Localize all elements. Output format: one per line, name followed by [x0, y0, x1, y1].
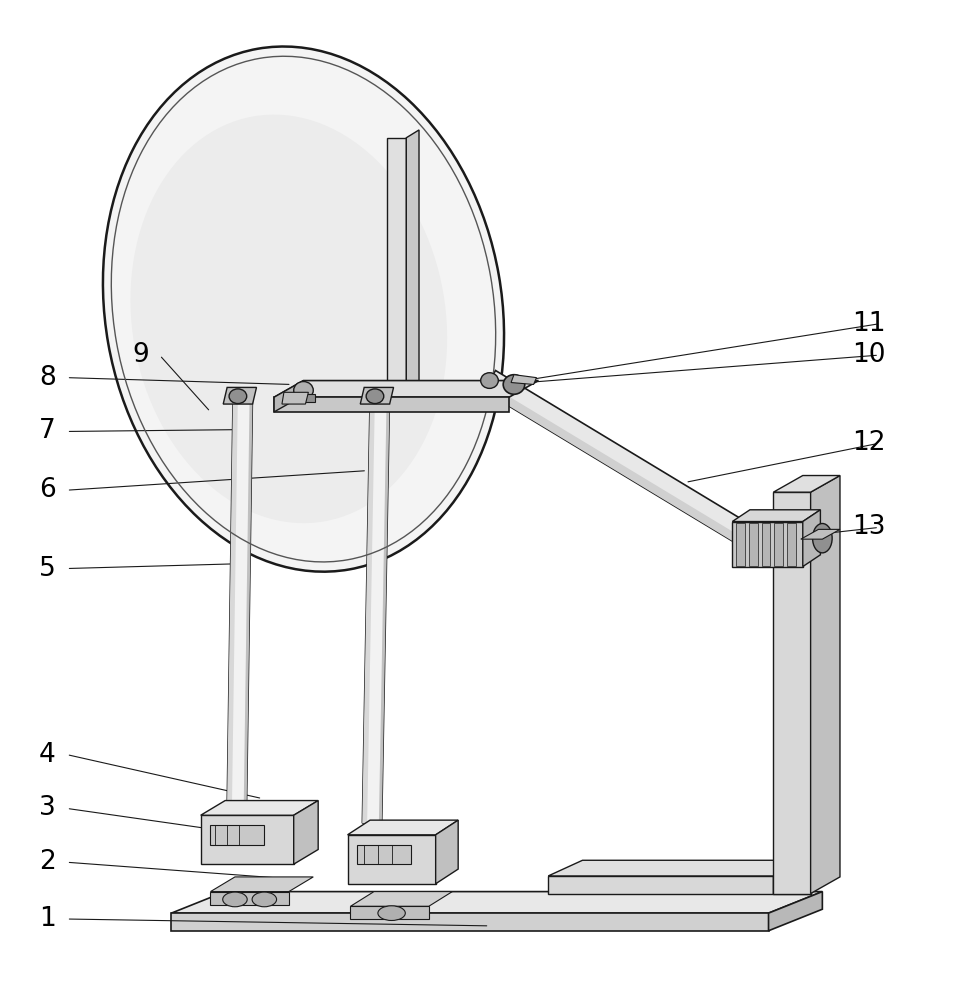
Text: 6: 6: [39, 477, 56, 503]
Text: 11: 11: [851, 311, 884, 337]
Polygon shape: [378, 394, 389, 823]
Text: 3: 3: [39, 795, 56, 821]
Polygon shape: [293, 394, 315, 402]
Text: 12: 12: [851, 430, 884, 456]
Polygon shape: [227, 394, 252, 802]
Ellipse shape: [812, 523, 831, 553]
Polygon shape: [357, 845, 411, 864]
Polygon shape: [768, 892, 822, 931]
Polygon shape: [406, 130, 419, 397]
Polygon shape: [244, 394, 252, 802]
Polygon shape: [293, 801, 318, 864]
Ellipse shape: [366, 389, 383, 404]
Polygon shape: [511, 375, 536, 384]
Polygon shape: [773, 476, 839, 492]
Polygon shape: [210, 892, 289, 905]
Polygon shape: [200, 815, 293, 864]
Polygon shape: [748, 523, 757, 566]
Polygon shape: [171, 892, 822, 913]
Polygon shape: [548, 860, 810, 876]
Ellipse shape: [103, 47, 504, 572]
Ellipse shape: [130, 115, 447, 523]
Polygon shape: [223, 387, 256, 404]
Polygon shape: [802, 510, 820, 567]
Polygon shape: [282, 392, 308, 404]
Polygon shape: [810, 476, 839, 894]
Polygon shape: [761, 523, 770, 566]
Text: 7: 7: [39, 418, 56, 444]
Polygon shape: [347, 835, 435, 884]
Polygon shape: [773, 876, 810, 894]
Text: 1: 1: [39, 906, 56, 932]
Ellipse shape: [222, 892, 246, 907]
Polygon shape: [732, 522, 802, 567]
Polygon shape: [548, 876, 773, 894]
Polygon shape: [732, 510, 820, 522]
Ellipse shape: [229, 389, 246, 404]
Polygon shape: [773, 492, 810, 894]
Text: 8: 8: [39, 365, 56, 391]
Polygon shape: [483, 384, 769, 561]
Ellipse shape: [252, 892, 277, 907]
Ellipse shape: [503, 375, 524, 394]
Text: 10: 10: [851, 342, 884, 368]
Polygon shape: [362, 394, 389, 823]
Polygon shape: [483, 370, 777, 561]
Polygon shape: [274, 381, 538, 397]
Polygon shape: [171, 913, 768, 931]
Polygon shape: [735, 523, 744, 566]
Polygon shape: [227, 394, 238, 802]
Polygon shape: [210, 825, 264, 845]
Ellipse shape: [480, 373, 498, 388]
Polygon shape: [774, 523, 782, 566]
Text: 2: 2: [39, 849, 56, 875]
Polygon shape: [786, 523, 795, 566]
Polygon shape: [347, 820, 458, 835]
Polygon shape: [800, 529, 839, 539]
Polygon shape: [274, 381, 303, 412]
Polygon shape: [200, 801, 318, 815]
Polygon shape: [350, 906, 428, 919]
Ellipse shape: [378, 906, 405, 920]
Text: 9: 9: [132, 342, 149, 368]
Text: 13: 13: [851, 514, 884, 540]
Polygon shape: [274, 397, 509, 412]
Polygon shape: [210, 877, 313, 892]
Polygon shape: [386, 138, 406, 397]
Polygon shape: [350, 892, 452, 906]
Polygon shape: [360, 387, 393, 404]
Ellipse shape: [293, 382, 313, 399]
Text: 4: 4: [39, 742, 56, 768]
Text: 5: 5: [39, 556, 56, 582]
Polygon shape: [435, 820, 458, 884]
Polygon shape: [362, 394, 375, 823]
